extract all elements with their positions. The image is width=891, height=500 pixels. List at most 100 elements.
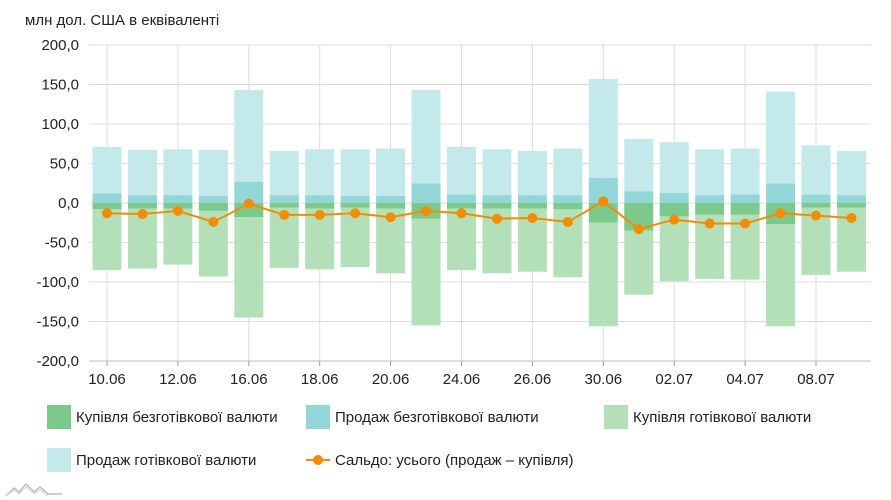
bar-cash-sell [695, 149, 725, 196]
balance-point [385, 212, 396, 223]
bar-cashless-buy [517, 203, 547, 209]
bar-cash-sell [92, 146, 122, 194]
bar-cashless-sell [447, 194, 476, 203]
bar-cashless-buy [730, 203, 760, 215]
bar-cashless-buy [836, 203, 866, 208]
bar-cashless-sell [234, 181, 264, 203]
bar-cash-sell [198, 150, 228, 196]
balance-point [811, 210, 821, 221]
bar-cashless-buy [92, 203, 122, 210]
legend-item-balance: Сальдо: усього (продаж – купівля) [306, 448, 573, 472]
x-tick-label: 20.06 [372, 371, 410, 388]
bar-cash-sell [801, 145, 831, 195]
bar-cashless-sell [411, 183, 441, 203]
legend-label-cash-buy: Купівля готівкової валюти [633, 408, 812, 426]
bar-cash-buy [447, 208, 476, 271]
legend-item-cash-sell: Продаж готівкової валюти [47, 448, 256, 472]
x-tick-label: 18.06 [301, 371, 339, 388]
bar-cash-sell [624, 139, 654, 192]
y-tick-label: -100,0 [36, 274, 79, 291]
bar-cash-sell [766, 91, 796, 184]
bar-cash-buy [411, 218, 441, 326]
y-unit-label: млн дол. США в еквіваленті [25, 12, 220, 29]
bar-cashless-buy [659, 203, 689, 217]
y-tick-label: 0,0 [58, 195, 79, 212]
bar-cash-sell [127, 150, 157, 196]
bar-cash-sell [340, 149, 370, 196]
bar-cash-sell [163, 149, 193, 196]
bar-cashless-buy [482, 203, 512, 209]
bar-cashless-buy [127, 203, 157, 209]
balance-point [243, 198, 254, 209]
bar-cashless-buy [801, 203, 831, 208]
x-tick-label: 02.07 [655, 371, 693, 388]
bar-cashless-sell [482, 195, 512, 203]
bar-cashless-buy [376, 203, 406, 209]
bar-cashless-sell [163, 195, 193, 203]
legend-swatch-cashless-buy [47, 405, 71, 429]
x-tick-label: 16.06 [230, 371, 268, 388]
balance-point [208, 216, 219, 227]
balance-point [740, 218, 751, 229]
y-tick-label: -50,0 [45, 235, 79, 252]
bar-cashless-sell [624, 191, 654, 203]
bar-cashless-sell [659, 192, 689, 203]
bar-cashless-sell [127, 195, 157, 203]
bar-cashless-sell [517, 195, 547, 203]
balance-point [102, 208, 112, 219]
x-tick-label: 26.06 [514, 371, 552, 388]
legend-label-balance: Сальдо: усього (продаж – купівля) [335, 451, 574, 469]
bar-cash-buy [624, 230, 654, 295]
x-tick-label: 12.06 [159, 371, 197, 388]
x-tick-label: 24.06 [443, 371, 481, 388]
x-tick-label: 30.06 [585, 371, 623, 388]
bar-cash-sell [730, 148, 760, 195]
y-tick-label: 100,0 [41, 116, 79, 133]
bar-cashless-sell [836, 195, 866, 203]
legend-item-cashless-buy: Купівля безготівкової валюти [47, 405, 278, 429]
balance-point [562, 216, 573, 227]
bar-cashless-buy [163, 203, 193, 209]
x-tick-label: 04.07 [726, 371, 764, 388]
bar-cashless-buy [553, 203, 583, 210]
bar-cash-buy [766, 224, 796, 327]
bar-cash-buy [234, 217, 264, 318]
bar-cashless-sell [730, 194, 760, 203]
balance-point [527, 213, 538, 224]
y-tick-label: -150,0 [36, 314, 79, 331]
bar-cashless-buy [305, 203, 335, 209]
bar-cash-sell [836, 150, 866, 196]
bar-cashless-buy [695, 203, 725, 215]
bar-cash-sell [234, 90, 264, 182]
bar-cash-sell [447, 146, 476, 195]
bar-cash-sell [659, 142, 689, 193]
bar-cashless-sell [198, 195, 228, 203]
bar-cash-sell [553, 148, 583, 196]
legend-swatch-cash-sell [47, 448, 71, 472]
balance-point [456, 208, 467, 219]
bar-cash-sell [517, 150, 547, 196]
bar-cashless-sell [305, 195, 335, 203]
balance-point [491, 213, 502, 224]
balance-point [137, 209, 148, 220]
balance-point [279, 209, 290, 220]
bar-cashless-sell [376, 195, 406, 203]
bar-cashless-sell [553, 195, 583, 203]
bar-cashless-sell [766, 183, 796, 203]
y-tick-label: 200,0 [41, 37, 79, 54]
bar-cashless-sell [695, 195, 725, 203]
balance-point [669, 214, 680, 225]
balance-line [106, 200, 852, 231]
y-tick-label: -200,0 [36, 353, 79, 370]
bar-cash-sell [482, 149, 512, 196]
bar-cashless-buy [447, 203, 476, 209]
balance-point [598, 196, 609, 207]
balance-point [846, 213, 857, 224]
y-tick-label: 50,0 [50, 156, 79, 173]
bar-cash-sell [376, 148, 406, 196]
bar-cashless-sell [801, 194, 831, 203]
bar-cashless-sell [269, 195, 299, 203]
balance-point [172, 205, 183, 216]
bar-cashless-buy [198, 203, 228, 211]
